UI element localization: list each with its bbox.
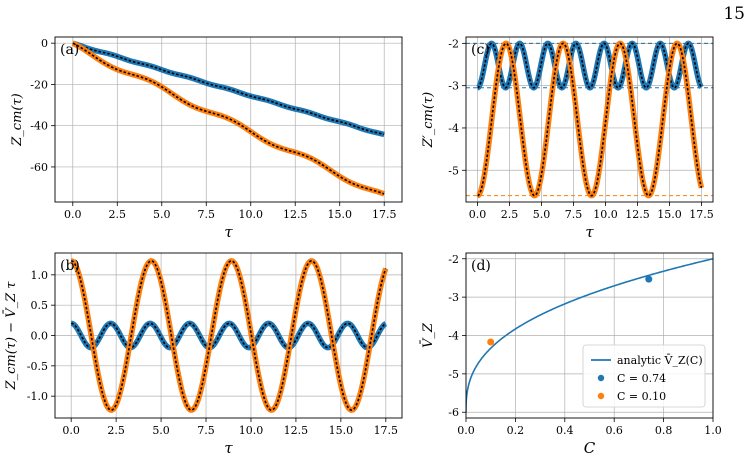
series-line-1 [475, 40, 705, 199]
x-tick-label: 15.0 [327, 208, 352, 221]
x-tick-label: 5.0 [533, 208, 551, 221]
data-point-1 [487, 338, 495, 346]
x-tick-label: 17.5 [372, 208, 397, 221]
y-tick-label: -5 [448, 368, 459, 381]
axes-frame [54, 36, 403, 203]
x-axis-label: τ [585, 223, 594, 241]
y-tick-label: -1.0 [27, 390, 48, 403]
legend-marker-swatch [597, 374, 605, 382]
y-tick-label: -3 [448, 80, 459, 93]
legend-box [582, 344, 706, 408]
series-overlay-0 [72, 42, 385, 136]
x-tick-label: 15.0 [657, 208, 682, 221]
axes-frame [465, 36, 714, 203]
x-tick-label: 12.5 [625, 208, 650, 221]
y-tick-label: 0 [41, 37, 48, 50]
x-tick-label: 1.0 [704, 424, 722, 437]
x-tick-label: 7.5 [197, 424, 215, 437]
data-point-0 [645, 275, 653, 283]
x-axis-label: C [584, 439, 596, 456]
x-tick-label: 12.5 [284, 424, 309, 437]
analytic-curve [466, 257, 713, 413]
series-overlay-1 [71, 260, 387, 411]
legend-entry: C = 0.10 [617, 390, 666, 403]
x-tick-label: 15.0 [329, 424, 354, 437]
panel-d: 0.0 0.2 0.4 0.6 0.8 1.0 -2 -3 -4 -5 -6 (d) C V̄_Zanal… [420, 252, 722, 456]
x-tick-label: 0.4 [556, 424, 574, 437]
x-tick-label: 10.0 [239, 424, 264, 437]
series-overlay-0 [477, 42, 703, 89]
y-tick-label: -60 [30, 161, 48, 174]
legend-marker-swatch [597, 392, 605, 400]
x-tick-label: 10.0 [238, 208, 263, 221]
panel-label: (a) [60, 42, 79, 58]
plot-area-a [70, 40, 387, 197]
x-tick-label: 17.5 [689, 208, 714, 221]
plot-area-c [466, 40, 713, 199]
x-tick-label: 7.5 [198, 208, 216, 221]
x-tick-label: 17.5 [374, 424, 399, 437]
y-axis-label: Z′_cm(τ) [421, 92, 436, 148]
x-tick-label: 2.5 [109, 208, 127, 221]
y-tick-label: -20 [30, 78, 48, 91]
x-tick-label: 0.0 [64, 208, 82, 221]
panel-label: (d) [471, 258, 491, 274]
x-tick-label: 0.8 [655, 424, 673, 437]
x-tick-label: 0.0 [469, 208, 487, 221]
legend-entry: C = 0.74 [617, 372, 666, 385]
legend: analytic V̄_Z(C) C = 0.74 C = 0.10 [582, 344, 706, 408]
x-tick-label: 5.0 [153, 208, 171, 221]
panel-label: (b) [60, 258, 80, 274]
y-tick-label: -40 [30, 120, 48, 133]
plot-area-b [68, 258, 389, 413]
x-tick-label: 5.0 [152, 424, 170, 437]
x-tick-label: 12.5 [283, 208, 308, 221]
legend-entry: analytic V̄_Z(C) [617, 354, 703, 367]
y-tick-label: 1.0 [31, 269, 49, 282]
panel-c: 0.0 2.5 5.0 7.5 10.0 12.5 15.0 17.5 -2 -3 -4 -5 (c) τ… [421, 36, 714, 241]
x-tick-label: 0.0 [62, 424, 80, 437]
x-axis-label: τ [224, 223, 233, 241]
y-tick-label: 0.0 [31, 330, 49, 343]
panel-b: 0.0 2.5 5.0 7.5 10.0 12.5 15.0 17.5 1.0 0.5 0.0 -0.… [3, 252, 403, 456]
y-tick-label: -6 [448, 406, 459, 419]
y-tick-label: -3 [448, 291, 459, 304]
x-tick-label: 10.0 [593, 208, 618, 221]
x-tick-label: 2.5 [501, 208, 519, 221]
y-axis-label: V̄_Z [420, 322, 436, 348]
y-tick-label: -4 [448, 330, 459, 343]
page-number: 15 [723, 4, 745, 24]
y-tick-label: 0.5 [31, 299, 49, 312]
x-tick-label: 0.6 [605, 424, 623, 437]
series-overlay-1 [72, 42, 385, 195]
y-tick-label: -0.5 [27, 360, 48, 373]
y-tick-label: -2 [448, 37, 459, 50]
panel-label: (c) [471, 42, 490, 58]
x-axis-label: τ [224, 439, 233, 456]
y-tick-label: -2 [448, 253, 459, 266]
y-axis-label: Z_cm(τ) [10, 93, 25, 146]
plot-area-d [466, 257, 713, 413]
x-tick-label: 2.5 [107, 424, 125, 437]
x-tick-label: 0.2 [507, 424, 525, 437]
x-tick-label: 0.0 [457, 424, 475, 437]
x-tick-label: 7.5 [565, 208, 583, 221]
panel-a: 0.0 2.5 5.0 7.5 10.0 12.5 15.0 17.5 0 -20 -40 -60 (a… [10, 36, 403, 241]
y-tick-label: -5 [448, 164, 459, 177]
y-tick-label: -4 [448, 122, 459, 135]
y-axis-label: Z_cm(τ) − V̄_Z τ [3, 281, 19, 391]
